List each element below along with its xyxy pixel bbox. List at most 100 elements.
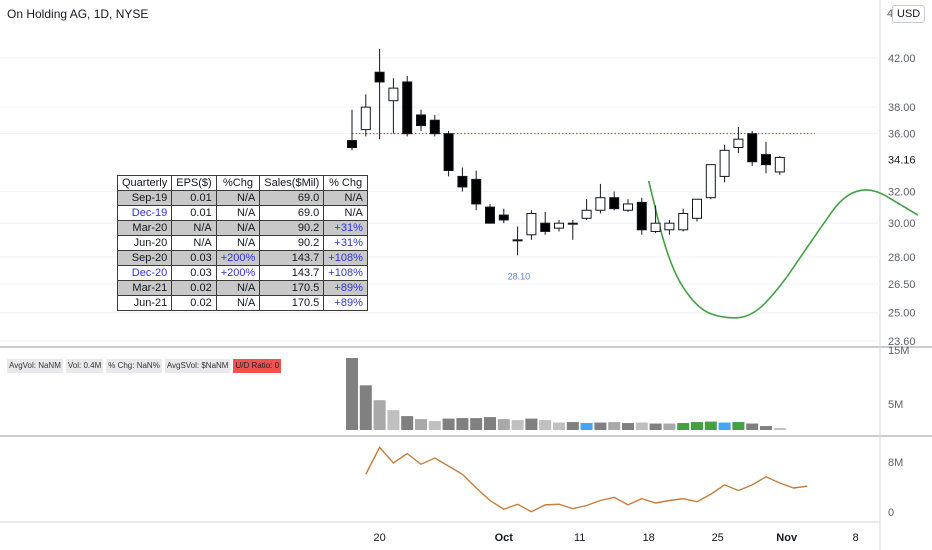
table-cell-sales-chg: +108% [323, 265, 368, 281]
candle-body [554, 222, 564, 229]
volume-bar [566, 422, 579, 430]
table-cell-quarter: Jun-20 [116, 235, 173, 251]
price-tick-label: 38.00 [888, 102, 916, 114]
candle-body [457, 175, 468, 188]
volume-bar [442, 418, 455, 430]
table-cell-eps: 0.02 [171, 295, 217, 311]
candle-body [567, 222, 578, 225]
volume-bar [539, 420, 552, 430]
volume-bar [401, 416, 414, 430]
dollar-volume-line [365, 446, 808, 513]
volume-bar [760, 426, 772, 430]
dvol-tick-label: 8M [888, 457, 903, 469]
table-cell-sales: 143.7 [259, 250, 325, 266]
volume-bar [677, 423, 690, 430]
candle-body [774, 156, 785, 173]
table-row: Sep-19 0.01 N/A 69.0 N/A [116, 190, 368, 206]
volume-bar [415, 419, 427, 430]
time-tick-label: 20 [373, 532, 385, 544]
candle-body [733, 138, 744, 149]
dvol-tick-label: 0 [888, 507, 894, 519]
volume-bar [346, 358, 358, 430]
candle-body [678, 212, 689, 231]
time-tick-label: 11 [574, 532, 585, 544]
volume-bar [635, 422, 648, 430]
table-cell-eps-chg: N/A [215, 280, 261, 296]
candle-body [471, 178, 482, 205]
candle-body [388, 87, 399, 102]
table-cell-sales-chg: +89% [323, 280, 368, 296]
table-cell-quarter: Sep-20 [116, 250, 173, 266]
volume-bar [594, 422, 607, 430]
table-cell-sales: 170.5 [259, 280, 325, 296]
stat-badge: AvgSVol: $NaNM [164, 359, 231, 373]
table-cell-eps: 0.01 [171, 190, 217, 206]
volume-tick-label: 5M [888, 399, 903, 411]
table-row: Dec-20 0.03 +200% 143.7 +108% [116, 265, 368, 281]
table-cell-sales-chg: N/A [323, 205, 368, 221]
table-cell-sales-chg: N/A [323, 190, 368, 206]
table-cell-eps-chg: N/A [215, 205, 261, 221]
candle-body [443, 133, 454, 171]
volume-bar [525, 418, 538, 430]
stat-badge: U/D Ratio: 0 [233, 359, 282, 373]
table-cell-eps: 0.01 [171, 205, 217, 221]
currency-selector[interactable]: USD [892, 5, 926, 23]
candle-body [416, 114, 426, 127]
table-row: Mar-21 0.02 N/A 170.5 +89% [116, 280, 368, 296]
time-tick-label: Oct [495, 532, 514, 544]
table-cell-eps: 0.03 [171, 250, 217, 266]
candle-body [747, 133, 758, 163]
candle-body [498, 214, 509, 221]
volume-bar [497, 419, 510, 430]
candle-body [761, 154, 771, 166]
stat-badge: AvgVol: NaNM [7, 359, 63, 373]
volume-bar [718, 422, 731, 430]
volume-bar [622, 423, 634, 430]
table-cell-eps: N/A [171, 220, 217, 236]
table-header: %Chg [215, 175, 261, 191]
price-tick-label: 42.00 [888, 53, 916, 65]
volume-stats-bar: AvgVol: NaNM Vol: 0.4M% Chg: NaN% AvgSVol:… [7, 359, 282, 373]
volume-bar [387, 410, 400, 430]
price-tick-label: 23.60 [888, 336, 916, 348]
table-header: % Chg [323, 175, 368, 191]
table-cell-sales: 143.7 [259, 265, 325, 281]
candle-body [664, 222, 675, 231]
table-cell-eps-chg: N/A [215, 295, 261, 311]
candle-body [595, 197, 606, 211]
cup-pattern-curve [647, 180, 919, 319]
volume-bar [608, 422, 621, 430]
candle-body [705, 164, 716, 199]
volume-bar [553, 422, 565, 430]
volume-bar [663, 423, 676, 430]
table-cell-eps: 0.02 [171, 280, 217, 296]
chart-title: On Holding AG, 1D, NYSE [7, 7, 149, 21]
table-cell-eps-chg: N/A [215, 235, 261, 251]
low-price-label: 28.10 [508, 271, 531, 281]
volume-bar [359, 385, 372, 430]
table-header: Quarterly [116, 175, 173, 191]
table-cell-sales: 170.5 [259, 295, 325, 311]
volume-bar [732, 422, 745, 430]
candle-body [719, 149, 730, 177]
table-cell-eps: 0.03 [171, 265, 217, 281]
table-header: EPS($) [171, 175, 217, 191]
table-cell-quarter: Dec-20 [116, 265, 173, 281]
volume-bar [649, 423, 662, 430]
table-cell-quarter: Jun-21 [116, 295, 173, 311]
table-cell-sales-chg: +89% [323, 295, 368, 311]
table-cell-eps: N/A [171, 235, 217, 251]
candle-body [429, 119, 440, 135]
price-tick-label: 26.50 [888, 279, 916, 291]
volume-bar [691, 422, 703, 430]
volume-bar [511, 420, 524, 430]
table-cell-quarter: Mar-20 [116, 220, 173, 236]
price-tick-label: 32.00 [888, 187, 916, 199]
volume-bar [428, 421, 441, 430]
table-cell-sales-chg: +31% [323, 220, 368, 236]
volume-bar [456, 418, 469, 430]
eps-sales-table: Quarterly EPS($) %Chg Sales($Mil)% Chg Sep-… [116, 175, 368, 311]
volume-bar [773, 428, 786, 430]
price-tick-label: 30.00 [888, 218, 916, 230]
